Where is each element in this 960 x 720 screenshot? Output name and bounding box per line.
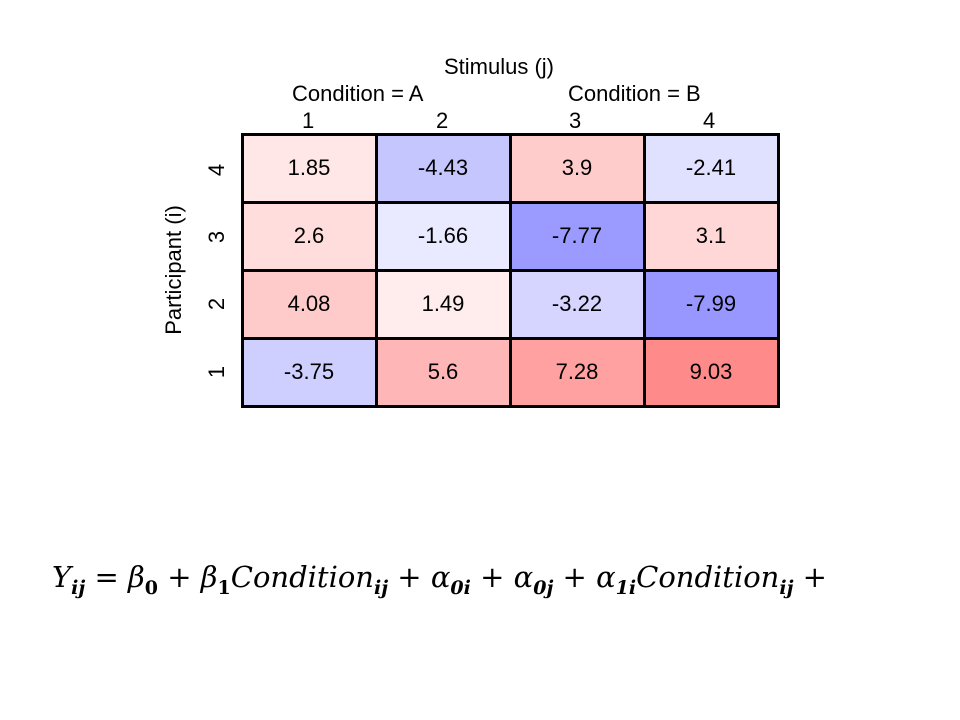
eq-condition-1-sub: ij (373, 577, 389, 599)
heatmap-cell: -3.22 (510, 270, 644, 338)
column-label-1: 1 (302, 108, 315, 133)
heatmap-cell: 5.6 (376, 338, 510, 406)
heatmap-cell: 1.85 (242, 134, 376, 202)
heatmap-cell: 1.49 (376, 270, 510, 338)
eq-plus-4: + (562, 560, 587, 594)
eq-beta1: β (200, 560, 218, 594)
eq-condition-1: Condition (230, 560, 374, 594)
eq-plus-3: + (480, 560, 505, 594)
row-label-1: 1 (204, 365, 229, 379)
eq-beta0-sub: 0 (144, 577, 158, 599)
eq-condition-2: Condition (636, 560, 780, 594)
condition-a-label: Condition = A (292, 81, 424, 106)
heatmap-cell: -7.77 (510, 202, 644, 270)
eq-beta1-sub: 1 (217, 577, 231, 599)
eq-plus-5: + (802, 560, 827, 594)
eq-alpha0j: α (513, 560, 534, 594)
heatmap-cell: -2.41 (644, 134, 778, 202)
heatmap-grid: 1.85 -4.43 3.9 -2.41 2.6 -1.66 -7.77 3.1 4.08 1.4… (240, 132, 780, 408)
eq-alpha0j-sub: 0j (533, 577, 554, 599)
eq-plus-2: + (397, 560, 422, 594)
row-label-3: 3 (204, 230, 229, 244)
eq-plus-1: + (167, 560, 192, 594)
grid-line-horizontal (241, 200, 780, 204)
model-equation: Yij = β0 + β1Conditionij + α0i + α0j + α… (52, 560, 827, 598)
eq-alpha0i-sub: 0i (450, 577, 471, 599)
heatmap-cell: -4.43 (376, 134, 510, 202)
heatmap-cell: 2.6 (242, 202, 376, 270)
row-label-2: 2 (204, 297, 229, 311)
chart-title: Stimulus (j) (444, 54, 555, 79)
y-axis-label: Participant (i) (161, 205, 186, 335)
column-label-4: 4 (703, 108, 716, 133)
eq-alpha0i: α (430, 560, 451, 594)
heatmap-cell: -1.66 (376, 202, 510, 270)
grid-line-horizontal (241, 268, 780, 272)
condition-b-label: Condition = B (568, 81, 701, 106)
eq-beta0: β (128, 560, 145, 594)
column-label-3: 3 (569, 108, 582, 133)
eq-condition-2-sub: ij (779, 577, 794, 599)
eq-alpha1i-sub: 1i (615, 577, 637, 599)
eq-y-sub: ij (71, 577, 86, 599)
heatmap-cell: 3.9 (510, 134, 644, 202)
heatmap-cell: 3.1 (644, 202, 778, 270)
grid-line-horizontal (241, 336, 780, 340)
heatmap-cell: 7.28 (510, 338, 644, 406)
heatmap-cell: -7.99 (644, 270, 778, 338)
eq-alpha1i: α (596, 560, 616, 594)
column-label-2: 2 (436, 108, 449, 133)
grid-line-horizontal (241, 132, 780, 136)
eq-equals: = (94, 560, 119, 594)
heatmap-cell: 4.08 (242, 270, 376, 338)
eq-y: Y (52, 560, 72, 594)
heatmap-cell: 9.03 (644, 338, 778, 406)
row-label-4: 4 (204, 163, 229, 177)
grid-line-horizontal (241, 404, 780, 408)
heatmap-cell: -3.75 (242, 338, 376, 406)
